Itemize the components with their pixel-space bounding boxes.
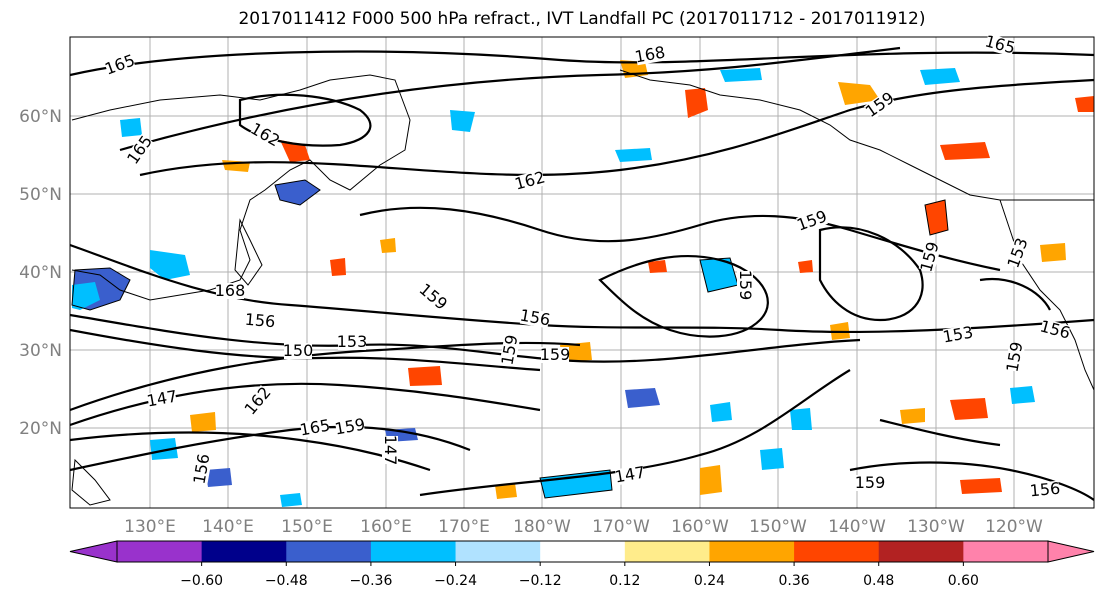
latitude-label: 30°N xyxy=(19,341,62,361)
contour-label: 159 xyxy=(855,473,886,492)
map-title: 2017011412 F000 500 hPa refract., IVT La… xyxy=(238,9,926,29)
contour-label: 156 xyxy=(244,310,276,332)
colorbar-tick-label: −0.12 xyxy=(519,573,562,589)
contour-label-bg xyxy=(514,169,546,193)
contour-label-bg xyxy=(634,44,666,66)
colorbar-tick-label: −0.48 xyxy=(265,573,308,589)
contour-label: 156 xyxy=(1029,479,1061,501)
colorbar-segment xyxy=(117,541,203,562)
colorbar-extend-min xyxy=(69,540,118,563)
contour-label-bg xyxy=(104,52,136,78)
latitude-label: 20°N xyxy=(19,419,62,439)
contour-label-bg xyxy=(245,311,275,331)
contour-label-bg xyxy=(1030,480,1060,500)
colorbar-tick-labels: −0.60 −0.48 −0.36 −0.24 −0.12 0.12 0.24 0.36 0.4… xyxy=(180,562,979,589)
anomaly-contours xyxy=(71,179,949,499)
colorbar-segment xyxy=(201,541,287,562)
contour-label-bg xyxy=(614,464,646,486)
contour-label-bg xyxy=(248,121,282,149)
contour-label-bg xyxy=(284,343,312,359)
colorbar-tick-label: 0.12 xyxy=(609,573,640,589)
colorbar-segment xyxy=(370,541,457,562)
contour-label-bg xyxy=(984,33,1016,57)
contour-label-bg xyxy=(417,281,449,313)
longitude-label: 130°E xyxy=(124,517,176,537)
longitude-label: 140°W xyxy=(828,517,886,537)
colorbar-segment xyxy=(794,541,880,562)
contour-label: 153 xyxy=(337,332,368,351)
colorbar-segment xyxy=(624,541,710,562)
colorbar-segment xyxy=(709,541,795,562)
colorbar-tick-label: 0.60 xyxy=(948,573,979,589)
contour-label-bg xyxy=(191,453,213,485)
contour-label-bg xyxy=(541,347,569,363)
contour-label-bg xyxy=(863,90,897,120)
contour-label-bg xyxy=(125,133,155,167)
longitude-label: 170°W xyxy=(592,517,650,537)
colorbar-segment xyxy=(455,541,541,562)
contour-label-bg xyxy=(242,385,274,417)
colorbar-tick-label: −0.60 xyxy=(180,573,223,589)
contour-label-bg xyxy=(737,271,753,299)
contour-label-bg xyxy=(334,416,366,438)
colorbar-segment xyxy=(286,541,372,562)
contour-label: 147 xyxy=(381,435,400,466)
longitude-label: 170°E xyxy=(438,517,490,537)
contour-label: 168 xyxy=(215,281,246,300)
longitude-label: 140°E xyxy=(202,517,254,537)
anomaly-shading xyxy=(72,60,1094,507)
contour-label-bg xyxy=(796,208,828,234)
longitude-label: 120°W xyxy=(985,517,1043,537)
contour-label-bg xyxy=(1005,237,1031,269)
latitude-label: 60°N xyxy=(19,107,62,127)
latitude-labels: 60°N 50°N 40°N 30°N 20°N xyxy=(19,107,62,439)
longitude-label: 160°W xyxy=(671,517,729,537)
contour-label-bg xyxy=(1039,318,1071,342)
contour-label-bg xyxy=(856,475,884,491)
contour-label-bg xyxy=(499,334,521,366)
contour-label: 150 xyxy=(283,341,314,360)
contour-label-bg xyxy=(382,436,398,464)
contour-label: 159 xyxy=(736,270,755,301)
colorbar-segment xyxy=(878,541,964,562)
contour-label-bg xyxy=(146,388,178,410)
longitude-label: 130°W xyxy=(907,517,965,537)
colorbar-tick-label: 0.36 xyxy=(779,573,810,589)
map-frame xyxy=(69,36,1095,509)
longitude-labels: 130°E 140°E 150°E 160°E 170°E 180°W 170°W 160°W… xyxy=(124,517,1043,537)
colorbar-tick-label: −0.36 xyxy=(349,573,392,589)
colorbar-segment xyxy=(963,541,1049,562)
colorbar-tick-label: 0.24 xyxy=(694,573,725,589)
contour-label-bg xyxy=(338,334,366,350)
colorbar xyxy=(69,540,1095,563)
contour-label-bg xyxy=(918,241,942,273)
longitude-label: 150°W xyxy=(749,517,807,537)
coastlines xyxy=(71,69,1094,506)
colorbar-segment xyxy=(540,541,626,562)
longitude-label: 150°E xyxy=(281,517,333,537)
colorbar-tick-label: 0.48 xyxy=(863,573,894,589)
contour-label-bg xyxy=(519,307,551,329)
longitude-label: 160°E xyxy=(360,517,412,537)
contour-label-bg xyxy=(299,417,331,439)
longitude-label: 180°W xyxy=(513,517,571,537)
latitude-label: 50°N xyxy=(19,185,62,205)
contour-label: 159 xyxy=(540,345,571,364)
latitude-label: 40°N xyxy=(19,263,62,283)
colorbar-tick-label: −0.24 xyxy=(434,573,477,589)
contour-label-bg xyxy=(942,324,974,346)
contour-label-bg xyxy=(216,283,244,299)
contour-label-bg xyxy=(1004,341,1026,373)
colorbar-extend-max xyxy=(1047,540,1095,563)
colorbar-frame xyxy=(116,540,1049,563)
